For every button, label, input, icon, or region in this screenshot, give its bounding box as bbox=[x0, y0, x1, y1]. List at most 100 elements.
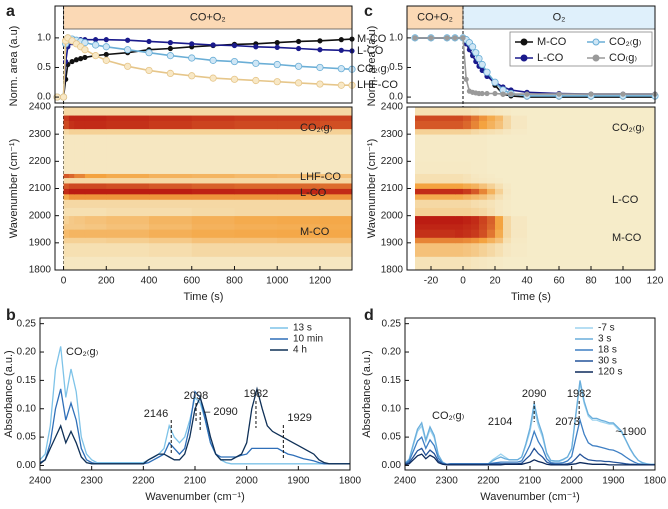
heat-cell bbox=[149, 237, 193, 244]
heat-cell bbox=[455, 229, 464, 238]
heat-cell bbox=[84, 193, 107, 200]
heat-cell bbox=[471, 161, 480, 174]
marker bbox=[492, 90, 498, 97]
heat-cell bbox=[149, 215, 193, 225]
y-axis-title: Absorbance (a.u.) bbox=[3, 350, 15, 437]
heat-cell bbox=[415, 173, 456, 179]
heat-cell bbox=[68, 256, 75, 271]
heat-cell bbox=[277, 223, 321, 230]
heat-cell bbox=[495, 120, 504, 130]
heat-cell bbox=[455, 183, 464, 189]
legend-label: L-CO bbox=[537, 52, 564, 64]
heat-cell bbox=[495, 134, 504, 162]
heat-cell bbox=[319, 107, 353, 116]
heat-cell bbox=[84, 115, 107, 121]
heat-cell bbox=[495, 215, 504, 225]
heat-cell bbox=[455, 115, 464, 121]
heat-cell bbox=[234, 107, 278, 116]
heat-cell bbox=[319, 223, 353, 230]
heat-cell bbox=[234, 183, 278, 189]
heat-cell bbox=[191, 199, 235, 208]
y-tick-label: 0.10 bbox=[17, 403, 37, 414]
heat-cell bbox=[191, 237, 235, 244]
marker bbox=[82, 54, 88, 61]
marker bbox=[91, 52, 100, 60]
heat-cell bbox=[74, 115, 86, 121]
heat-cell bbox=[511, 207, 528, 217]
legend-label: 13 s bbox=[293, 323, 312, 334]
heat-cell bbox=[415, 223, 456, 230]
heat-cell bbox=[463, 183, 472, 189]
heat-cell bbox=[234, 193, 278, 200]
x-tick-label: 100 bbox=[615, 276, 632, 287]
heat-cell bbox=[463, 223, 472, 230]
heat-cell bbox=[84, 223, 107, 230]
legend-label: M-CO bbox=[357, 33, 387, 45]
x-tick-label: 2200 bbox=[477, 476, 500, 487]
band-label: CO₂₍g₎ bbox=[612, 122, 645, 134]
x-axis-title: Wavenumber (cm⁻¹) bbox=[145, 491, 245, 503]
y-tick-label: 2100 bbox=[381, 183, 404, 194]
heat-cell bbox=[471, 134, 480, 162]
heat-cell bbox=[106, 215, 150, 225]
heat-cell bbox=[68, 128, 75, 135]
marker bbox=[479, 90, 485, 97]
heat-cell bbox=[511, 242, 528, 257]
x-tick-label: 1200 bbox=[309, 276, 332, 287]
heat-cell bbox=[495, 115, 504, 121]
heat-cell bbox=[191, 188, 235, 195]
heat-cell bbox=[415, 183, 456, 189]
heat-cell bbox=[149, 193, 193, 200]
heat-cell bbox=[234, 215, 278, 225]
marker bbox=[478, 60, 486, 69]
heat-cell bbox=[84, 242, 107, 257]
marker bbox=[102, 56, 110, 64]
heat-cell bbox=[463, 128, 472, 135]
heat-cell bbox=[84, 107, 107, 116]
marker bbox=[189, 41, 195, 47]
heat-cell bbox=[191, 193, 235, 200]
legend-marker bbox=[592, 38, 600, 46]
marker bbox=[81, 39, 89, 47]
legend-label: -7 s bbox=[598, 323, 615, 334]
heat-cell bbox=[63, 242, 70, 257]
line bbox=[39, 346, 350, 465]
heat-cell bbox=[479, 207, 488, 217]
heat-cell bbox=[503, 242, 512, 257]
heat-cell bbox=[479, 215, 488, 225]
heat-cell bbox=[234, 207, 278, 217]
heat-cell bbox=[234, 223, 278, 230]
legend-label: 4 h bbox=[293, 345, 307, 356]
heat-cell bbox=[415, 188, 456, 195]
heat-cell bbox=[463, 199, 472, 208]
heat-cell bbox=[277, 242, 321, 257]
heat-cell bbox=[106, 223, 150, 230]
heat-cell bbox=[471, 128, 480, 135]
heat-cell bbox=[487, 193, 496, 200]
y-tick-label: 1.0 bbox=[389, 33, 403, 44]
y-axis-title: Wavenumber (cm⁻¹) bbox=[366, 139, 378, 239]
heat-cell bbox=[503, 188, 512, 195]
heat-cell bbox=[191, 161, 235, 174]
heat-cell bbox=[74, 107, 86, 116]
heat-cell bbox=[527, 229, 656, 238]
heat-cell bbox=[106, 128, 150, 135]
heat-cell bbox=[63, 215, 70, 225]
heat-cell bbox=[511, 134, 528, 162]
heat-cell bbox=[63, 237, 70, 244]
x-tick-label: 2400 bbox=[29, 476, 52, 487]
heat-cell bbox=[455, 207, 464, 217]
legend-box bbox=[509, 31, 653, 67]
heat-cell bbox=[63, 173, 70, 179]
heat-cell bbox=[487, 177, 496, 184]
marker bbox=[472, 49, 480, 57]
heat-cell bbox=[234, 188, 278, 195]
heat-cell bbox=[471, 215, 480, 225]
heat-cell bbox=[106, 229, 150, 238]
heat-cell bbox=[63, 193, 70, 200]
heat-cell bbox=[479, 188, 488, 195]
heat-cell bbox=[527, 199, 656, 208]
heat-cell bbox=[415, 128, 456, 135]
heat-cell bbox=[319, 173, 353, 179]
heat-cell bbox=[487, 161, 496, 174]
